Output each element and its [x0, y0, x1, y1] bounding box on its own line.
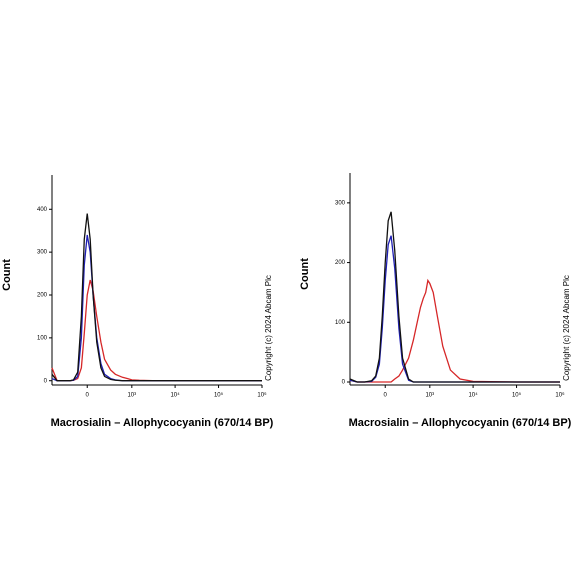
- x-tick-label: 10³: [425, 393, 434, 399]
- y-axis-label: Count: [299, 258, 311, 290]
- histogram-line: [349, 235, 560, 383]
- copyright: Copyright (c) 2024 Abcam Plc: [264, 275, 273, 381]
- y-tick-label: 0: [44, 378, 48, 384]
- histogram-line: [51, 213, 262, 382]
- y-tick-label: 100: [335, 320, 346, 326]
- histogram-line: [349, 211, 560, 383]
- y-tick-label: 100: [37, 335, 48, 341]
- y-tick-label: 300: [37, 250, 48, 256]
- x-tick-label: 10⁴: [170, 392, 180, 399]
- y-tick-label: 200: [335, 260, 346, 266]
- x-tick-label: 0: [384, 393, 388, 399]
- x-tick-label: 10⁵: [214, 392, 224, 399]
- y-tick-label: 200: [37, 293, 48, 299]
- histogram-line: [349, 278, 560, 383]
- x-axis-label: Macrosialin – Allophycocyanin (670/14 BP…: [51, 417, 274, 429]
- x-tick-label: 10⁶: [555, 392, 565, 399]
- x-tick-label: 10⁵: [512, 392, 522, 399]
- y-tick-label: 0: [342, 380, 346, 386]
- x-tick-label: 0: [86, 393, 90, 399]
- x-axis-label: Macrosialin – Allophycocyanin (670/14 BP…: [349, 417, 572, 429]
- x-tick-label: 10⁴: [468, 392, 478, 399]
- x-tick-label: 10³: [127, 393, 136, 399]
- x-tick-label: 10⁶: [257, 392, 267, 399]
- y-axis-label: Count: [1, 259, 13, 291]
- copyright: Copyright (c) 2024 Abcam Plc: [562, 275, 571, 381]
- y-tick-label: 400: [37, 207, 48, 213]
- y-tick-label: 300: [335, 200, 346, 206]
